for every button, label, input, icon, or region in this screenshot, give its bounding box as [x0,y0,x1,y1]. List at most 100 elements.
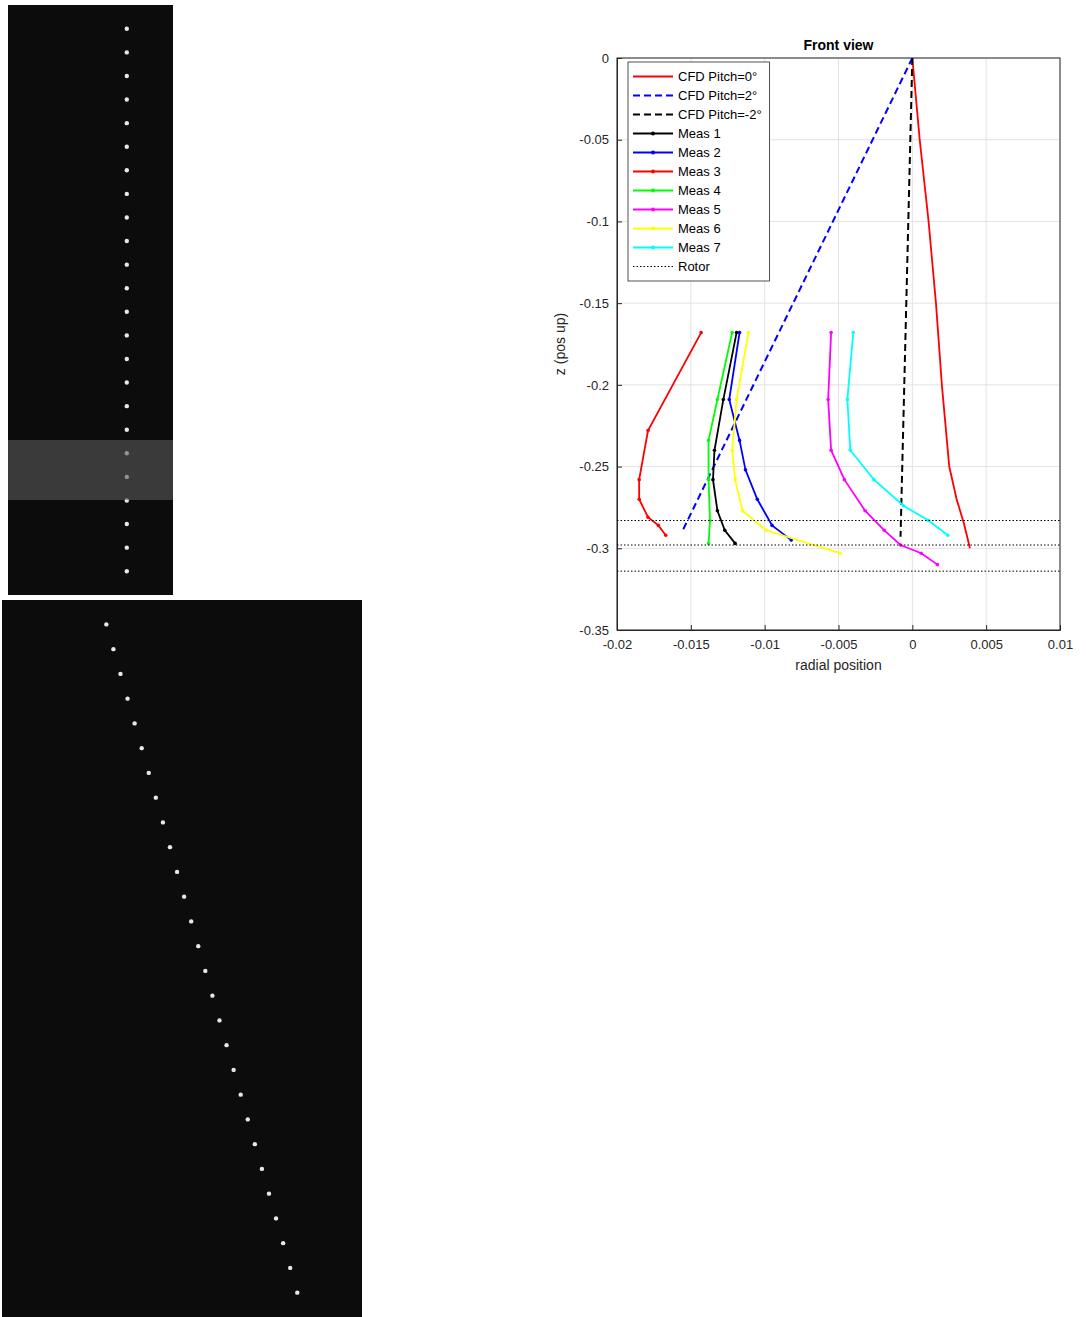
tick-label: -0.015 [673,637,710,652]
series-line [847,333,947,536]
photo-particle [125,404,129,408]
series [912,58,970,548]
series-marker [657,524,661,528]
tick-label: -0.02 [603,637,633,652]
series-marker [919,551,923,555]
series-marker [727,398,731,402]
photo-particle [210,993,214,997]
grid-line [986,58,987,630]
series-marker [738,331,742,335]
legend-label: Meas 5 [678,202,721,217]
series-marker [747,331,751,335]
series-marker [637,478,641,482]
legend-marker [651,132,655,136]
photo-particle [125,696,129,700]
photo-particle [125,310,129,314]
tick-mark [617,140,622,141]
photo-particle [295,1290,299,1294]
photo-particle [253,1142,257,1146]
legend-label: Meas 2 [678,145,721,160]
series-marker [730,448,734,452]
photo-particle [196,944,200,948]
series-marker [646,429,650,433]
tick-label: 0.005 [970,637,1003,652]
photo-particle [139,746,143,750]
photo-particle [125,357,129,361]
legend-label: Meas 3 [678,164,721,179]
series-marker [755,497,759,501]
photo [2,600,362,1317]
series-marker [770,524,774,528]
grid-line [617,384,1060,385]
series-marker [713,448,717,452]
series-line [828,333,937,565]
photo-particle [125,97,129,101]
tick: 0.005 [970,625,1003,652]
photo-particle [246,1117,250,1121]
photo-particle [118,672,122,676]
tick: -0.35 [579,623,622,638]
photo-particle [125,27,129,31]
y-axis: -0.35-0.3-0.25-0.2-0.15-0.1-0.050 [579,51,622,638]
tick-mark [839,625,840,630]
series-marker [838,551,842,555]
series-marker [946,533,950,537]
series-marker [711,478,715,482]
series-line [709,333,733,544]
tick-mark [617,467,622,468]
photo-particle [147,771,151,775]
photo-particle [125,168,129,172]
canvas: -0.02-0.015-0.01-0.00500.0050.01-0.35-0.… [0,0,1086,1317]
grid-line [838,58,839,630]
series-marker [849,448,853,452]
tick: -0.25 [579,459,622,474]
plot-area [617,58,1060,571]
tick: -0.15 [579,296,622,311]
photo-particle [125,286,129,290]
photo-particle [125,333,129,337]
tick-mark [765,625,766,630]
photo-particle [154,795,158,799]
series [637,331,703,537]
legend-label: Meas 7 [678,240,721,255]
legend-swatch [633,76,673,78]
y-axis-title: z (pos up) [552,313,568,375]
series-marker [646,515,650,519]
tick: 0 [909,625,916,652]
legend-label: Meas 1 [678,126,721,141]
series-marker [936,563,940,567]
photo-particle [182,894,186,898]
photo-particle [168,845,172,849]
series-marker [829,331,833,335]
legend-label: CFD Pitch=2° [678,88,757,103]
tick-label: -0.1 [587,214,609,229]
legend-label: CFD Pitch=0° [678,69,757,84]
series-marker [716,398,720,402]
photo-particle [238,1092,242,1096]
photo-background [2,600,362,1317]
series-line [912,58,970,548]
series [707,331,734,545]
legend-marker [651,189,655,193]
photo-particle [161,820,165,824]
photo-particle [125,569,129,573]
tick-mark [617,548,622,549]
tick: -0.05 [579,132,622,147]
series-marker [730,331,734,335]
photo-particle [125,50,129,54]
photo-particle [288,1266,292,1270]
series-line [901,58,913,537]
series-marker [664,533,668,537]
series-line [639,333,701,536]
legend-marker [651,208,655,212]
legend-swatch [633,266,673,267]
series-marker [902,504,906,508]
legend-marker [651,227,655,231]
series [901,58,913,537]
photo-particle [189,919,193,923]
series-marker [843,478,847,482]
photo-particle [111,647,115,651]
x-axis: -0.02-0.015-0.01-0.00500.0050.01 [603,625,1073,652]
legend-swatch [633,114,673,116]
photo-particle [231,1068,235,1072]
